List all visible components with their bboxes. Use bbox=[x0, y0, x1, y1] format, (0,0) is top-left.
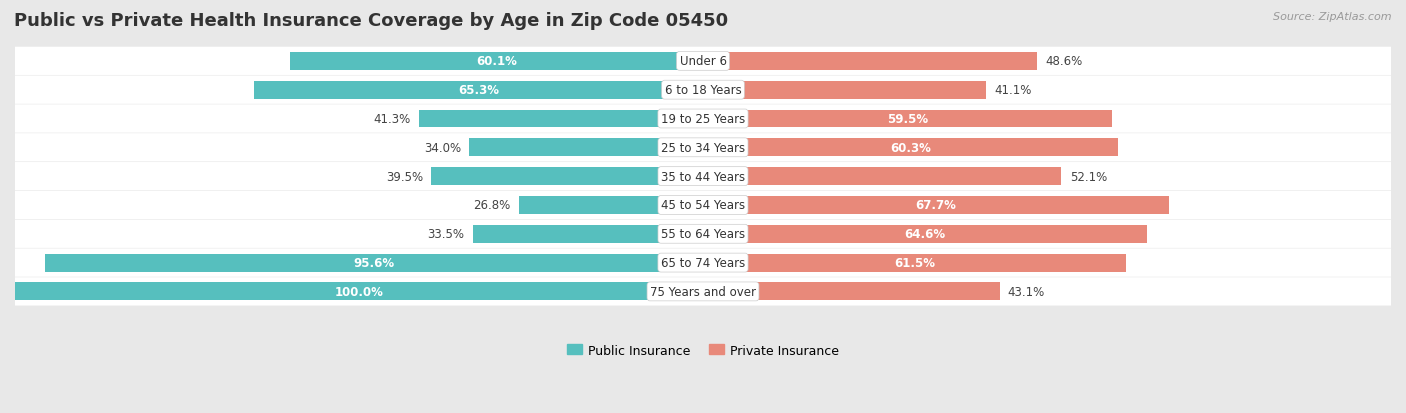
Bar bbox=[470, 139, 703, 157]
Text: 39.5%: 39.5% bbox=[385, 170, 423, 183]
Text: 35 to 44 Years: 35 to 44 Years bbox=[661, 170, 745, 183]
Bar bbox=[703, 225, 1147, 243]
Bar bbox=[703, 254, 1126, 272]
Text: 60.1%: 60.1% bbox=[475, 55, 516, 68]
Text: 95.6%: 95.6% bbox=[353, 256, 395, 269]
Text: 19 to 25 Years: 19 to 25 Years bbox=[661, 113, 745, 126]
FancyBboxPatch shape bbox=[15, 249, 1391, 277]
Bar bbox=[703, 168, 1062, 185]
Text: 65.3%: 65.3% bbox=[458, 84, 499, 97]
FancyBboxPatch shape bbox=[15, 220, 1391, 248]
FancyBboxPatch shape bbox=[15, 76, 1391, 104]
Bar bbox=[703, 110, 1112, 128]
Bar bbox=[45, 254, 703, 272]
Legend: Public Insurance, Private Insurance: Public Insurance, Private Insurance bbox=[561, 339, 845, 362]
Bar bbox=[419, 110, 703, 128]
Text: 41.3%: 41.3% bbox=[374, 113, 411, 126]
Text: 59.5%: 59.5% bbox=[887, 113, 928, 126]
Text: 100.0%: 100.0% bbox=[335, 285, 384, 298]
Text: 6 to 18 Years: 6 to 18 Years bbox=[665, 84, 741, 97]
Text: 60.3%: 60.3% bbox=[890, 142, 931, 154]
Text: 75 Years and over: 75 Years and over bbox=[650, 285, 756, 298]
Text: 43.1%: 43.1% bbox=[1008, 285, 1045, 298]
Text: 48.6%: 48.6% bbox=[1046, 55, 1083, 68]
Text: 64.6%: 64.6% bbox=[904, 228, 946, 241]
FancyBboxPatch shape bbox=[15, 278, 1391, 306]
Bar bbox=[703, 81, 986, 100]
Text: 65 to 74 Years: 65 to 74 Years bbox=[661, 256, 745, 269]
Text: Public vs Private Health Insurance Coverage by Age in Zip Code 05450: Public vs Private Health Insurance Cover… bbox=[14, 12, 728, 30]
Text: 45 to 54 Years: 45 to 54 Years bbox=[661, 199, 745, 212]
Text: Under 6: Under 6 bbox=[679, 55, 727, 68]
Bar bbox=[703, 139, 1118, 157]
Text: 26.8%: 26.8% bbox=[472, 199, 510, 212]
FancyBboxPatch shape bbox=[15, 105, 1391, 133]
Text: 34.0%: 34.0% bbox=[423, 142, 461, 154]
FancyBboxPatch shape bbox=[15, 191, 1391, 220]
Bar bbox=[703, 283, 1000, 301]
Text: 67.7%: 67.7% bbox=[915, 199, 956, 212]
Bar bbox=[432, 168, 703, 185]
Bar bbox=[703, 197, 1168, 214]
Bar bbox=[15, 283, 703, 301]
FancyBboxPatch shape bbox=[15, 134, 1391, 162]
Text: 55 to 64 Years: 55 to 64 Years bbox=[661, 228, 745, 241]
Bar bbox=[703, 53, 1038, 71]
Text: Source: ZipAtlas.com: Source: ZipAtlas.com bbox=[1274, 12, 1392, 22]
Bar bbox=[253, 81, 703, 100]
Text: 33.5%: 33.5% bbox=[427, 228, 464, 241]
Text: 52.1%: 52.1% bbox=[1070, 170, 1107, 183]
Text: 41.1%: 41.1% bbox=[994, 84, 1032, 97]
Text: 25 to 34 Years: 25 to 34 Years bbox=[661, 142, 745, 154]
FancyBboxPatch shape bbox=[15, 163, 1391, 191]
Bar bbox=[472, 225, 703, 243]
Text: 61.5%: 61.5% bbox=[894, 256, 935, 269]
Bar bbox=[290, 53, 703, 71]
FancyBboxPatch shape bbox=[15, 47, 1391, 76]
Bar bbox=[519, 197, 703, 214]
